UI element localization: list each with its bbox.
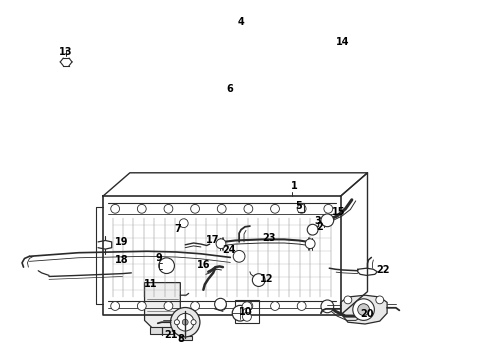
Circle shape <box>324 302 333 310</box>
Text: 11: 11 <box>144 279 158 289</box>
Text: 10: 10 <box>239 307 253 318</box>
Circle shape <box>191 204 199 213</box>
Text: 4: 4 <box>238 17 245 27</box>
Text: 23: 23 <box>262 233 275 243</box>
Text: 12: 12 <box>260 274 274 284</box>
Polygon shape <box>145 283 180 328</box>
Circle shape <box>242 302 252 312</box>
Text: 19: 19 <box>115 237 128 247</box>
Circle shape <box>243 308 251 316</box>
Circle shape <box>297 302 306 310</box>
Text: 3: 3 <box>314 216 321 226</box>
Circle shape <box>171 307 200 337</box>
Circle shape <box>358 304 369 315</box>
Circle shape <box>182 319 188 325</box>
Circle shape <box>137 302 146 310</box>
Text: 13: 13 <box>59 47 73 57</box>
Circle shape <box>243 312 251 321</box>
Bar <box>235 300 259 323</box>
Text: 17: 17 <box>206 235 220 246</box>
Circle shape <box>344 296 352 304</box>
Circle shape <box>233 251 245 262</box>
Circle shape <box>218 302 226 310</box>
Circle shape <box>215 298 226 310</box>
Circle shape <box>191 302 199 310</box>
Text: 16: 16 <box>196 260 210 270</box>
Circle shape <box>307 224 318 235</box>
Circle shape <box>137 204 146 213</box>
Text: 22: 22 <box>376 265 390 275</box>
Circle shape <box>164 302 173 310</box>
Circle shape <box>321 214 334 227</box>
Text: 21: 21 <box>164 330 177 340</box>
Circle shape <box>270 302 279 310</box>
Circle shape <box>159 258 174 274</box>
Circle shape <box>252 274 265 287</box>
Circle shape <box>297 204 306 213</box>
Bar <box>150 327 173 334</box>
Circle shape <box>179 219 188 228</box>
Text: 14: 14 <box>336 37 350 48</box>
Circle shape <box>174 320 179 325</box>
Circle shape <box>244 302 253 310</box>
Circle shape <box>232 305 248 321</box>
Circle shape <box>218 204 226 213</box>
Text: 8: 8 <box>178 334 185 345</box>
Text: 24: 24 <box>222 245 236 255</box>
Text: 20: 20 <box>360 309 373 319</box>
Text: 6: 6 <box>226 84 233 94</box>
Circle shape <box>174 320 179 325</box>
Circle shape <box>111 204 120 213</box>
Text: 2: 2 <box>316 222 323 232</box>
Circle shape <box>216 239 226 249</box>
Circle shape <box>321 300 334 313</box>
Circle shape <box>191 320 196 325</box>
Circle shape <box>353 299 374 320</box>
Circle shape <box>111 302 120 310</box>
Circle shape <box>270 204 279 213</box>
Circle shape <box>324 204 333 213</box>
Circle shape <box>244 204 253 213</box>
Polygon shape <box>341 295 387 324</box>
Text: 7: 7 <box>174 224 181 234</box>
Circle shape <box>191 320 196 325</box>
Text: 5: 5 <box>295 201 302 211</box>
Text: 1: 1 <box>291 181 297 192</box>
Text: 15: 15 <box>332 207 346 217</box>
Bar <box>179 336 192 340</box>
Text: 9: 9 <box>156 253 163 264</box>
Circle shape <box>305 239 315 249</box>
Text: 18: 18 <box>115 255 128 265</box>
Circle shape <box>164 204 173 213</box>
Circle shape <box>376 296 384 304</box>
Circle shape <box>176 313 194 331</box>
